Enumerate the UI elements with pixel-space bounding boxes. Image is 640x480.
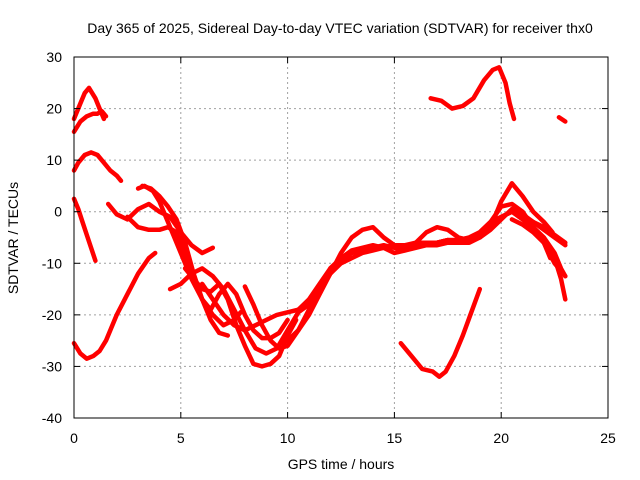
x-tick-label: 15 [387, 430, 403, 446]
y-tick-label: -30 [42, 358, 62, 374]
y-tick-label: -20 [42, 307, 62, 323]
y-tick-label: 30 [46, 49, 62, 65]
data-series-group [71, 65, 568, 379]
series-arc-18 [530, 224, 568, 279]
series-arc-06 [105, 201, 216, 256]
plot-frame [73, 56, 609, 419]
y-tick-label: 20 [46, 101, 62, 117]
y-tick-label: -10 [42, 255, 62, 271]
y-tick-label: -40 [42, 410, 62, 426]
series-arc-17 [509, 217, 568, 302]
series-arc-21 [556, 115, 568, 124]
series-arc-15 [285, 181, 555, 343]
series-arc-05 [71, 250, 158, 361]
y-axis-label: SDTVAR / TECUs [5, 182, 21, 294]
x-tick-label: 10 [280, 430, 296, 446]
grid-lines [74, 57, 608, 418]
x-tick-label: 5 [177, 430, 185, 446]
chart-title: Day 365 of 2025, Sidereal Day-to-day VTE… [87, 20, 593, 36]
x-axis-label: GPS time / hours [288, 456, 395, 472]
series-arc-09 [125, 214, 290, 341]
series-arc-08 [140, 183, 231, 338]
series-arc-14 [296, 201, 553, 312]
series-arc-04 [71, 196, 98, 263]
x-tick-label: 20 [493, 430, 509, 446]
axis-ticks: 0 5 10 15 20 25 -40 -30 -20 -10 0 10 20 30 [42, 49, 616, 446]
y-tick-label: 10 [46, 152, 62, 168]
series-arc-01 [71, 85, 107, 122]
y-tick-label: 0 [54, 204, 62, 220]
series-arc-16 [328, 209, 568, 279]
series-arc-19 [398, 286, 483, 379]
x-tick-label: 25 [600, 430, 616, 446]
series-arc-02 [71, 108, 109, 135]
x-tick-label: 0 [70, 430, 78, 446]
series-arc-20 [428, 65, 517, 122]
series-arc-03 [71, 150, 124, 184]
series-arc-10 [167, 266, 312, 356]
